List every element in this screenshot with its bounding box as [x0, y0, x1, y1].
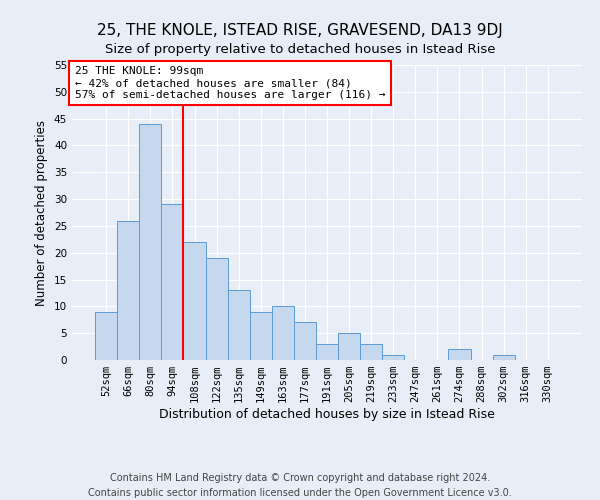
Bar — [316, 344, 338, 360]
Bar — [117, 220, 139, 360]
Y-axis label: Number of detached properties: Number of detached properties — [35, 120, 49, 306]
Bar — [95, 312, 117, 360]
Text: Contains HM Land Registry data © Crown copyright and database right 2024.
Contai: Contains HM Land Registry data © Crown c… — [88, 472, 512, 498]
Bar — [139, 124, 161, 360]
Text: Size of property relative to detached houses in Istead Rise: Size of property relative to detached ho… — [105, 42, 495, 56]
Bar — [294, 322, 316, 360]
Bar — [382, 354, 404, 360]
Bar — [184, 242, 206, 360]
Text: 25, THE KNOLE, ISTEAD RISE, GRAVESEND, DA13 9DJ: 25, THE KNOLE, ISTEAD RISE, GRAVESEND, D… — [97, 22, 503, 38]
Bar — [338, 333, 360, 360]
Text: 25 THE KNOLE: 99sqm
← 42% of detached houses are smaller (84)
57% of semi-detach: 25 THE KNOLE: 99sqm ← 42% of detached ho… — [74, 66, 385, 100]
Bar — [493, 354, 515, 360]
Bar — [250, 312, 272, 360]
Bar — [227, 290, 250, 360]
Bar — [360, 344, 382, 360]
Bar — [448, 350, 470, 360]
X-axis label: Distribution of detached houses by size in Istead Rise: Distribution of detached houses by size … — [159, 408, 495, 421]
Bar — [206, 258, 227, 360]
Bar — [161, 204, 184, 360]
Bar — [272, 306, 294, 360]
